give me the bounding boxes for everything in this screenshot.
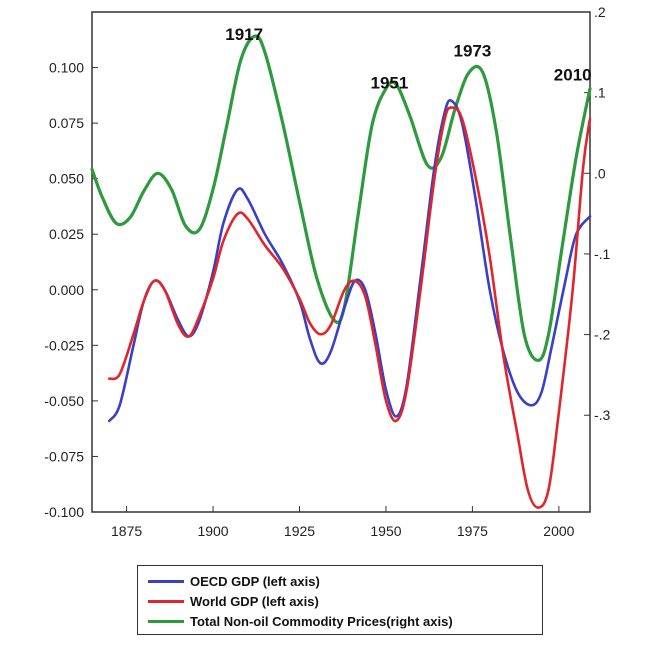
legend-label-world: World GDP (left axis) xyxy=(190,593,319,609)
left-tick-label: 0.000 xyxy=(49,282,84,298)
annotation-year-2010: 2010 xyxy=(554,66,592,85)
legend-entry-commodity: Total Non-oil Commodity Prices(right axi… xyxy=(148,611,453,631)
legend-swatch-commodity xyxy=(148,619,184,623)
x-tick-label: 1875 xyxy=(111,523,142,539)
right-tick-label: .2 xyxy=(594,4,606,20)
series-line-world xyxy=(108,106,592,509)
left-tick-label: 0.050 xyxy=(49,171,84,187)
legend-swatch-oecd xyxy=(148,579,184,583)
x-tick-label: 1900 xyxy=(197,523,228,539)
legend-entry-world: World GDP (left axis) xyxy=(148,591,319,611)
x-tick-label: 2000 xyxy=(543,523,574,539)
annotation-year-1951: 1951 xyxy=(371,74,409,93)
left-tick-label: 0.075 xyxy=(49,115,84,131)
plot-frame xyxy=(91,11,591,513)
right-tick-label: -.1 xyxy=(594,246,611,262)
right-tick-label: -.2 xyxy=(594,327,611,343)
chart: -0.100 -0.075 -0.050 -0.025 0.000 0.025 0.050 0… xyxy=(44,4,611,539)
left-tick-label: 0.025 xyxy=(49,226,84,242)
annotation-year-1917: 1917 xyxy=(225,25,263,44)
right-tick-label: .1 xyxy=(594,85,606,101)
legend-label-oecd: OECD GDP (left axis) xyxy=(190,573,320,589)
right-tick-label: .0 xyxy=(594,165,606,181)
legend-entry-oecd: OECD GDP (left axis) xyxy=(148,571,320,591)
legend-swatch-world xyxy=(148,599,184,603)
left-tick-label: -0.025 xyxy=(44,337,84,353)
left-tick-label: -0.075 xyxy=(44,448,84,464)
x-tick-label: 1950 xyxy=(370,523,401,539)
x-tick-label: 1925 xyxy=(284,523,315,539)
left-tick-label: -0.050 xyxy=(44,393,84,409)
series-line-oecd xyxy=(108,98,592,423)
legend-label-commodity: Total Non-oil Commodity Prices(right axi… xyxy=(190,613,453,629)
left-tick-label: 0.100 xyxy=(49,60,84,76)
series-line-commodity xyxy=(90,34,592,362)
annotation-year-1973: 1973 xyxy=(454,41,492,60)
legend: OECD GDP (left axis) World GDP (left axi… xyxy=(137,565,543,635)
x-tick-label: 1975 xyxy=(457,523,488,539)
right-tick-label: -.3 xyxy=(594,407,611,423)
left-tick-label: -0.100 xyxy=(44,504,84,520)
